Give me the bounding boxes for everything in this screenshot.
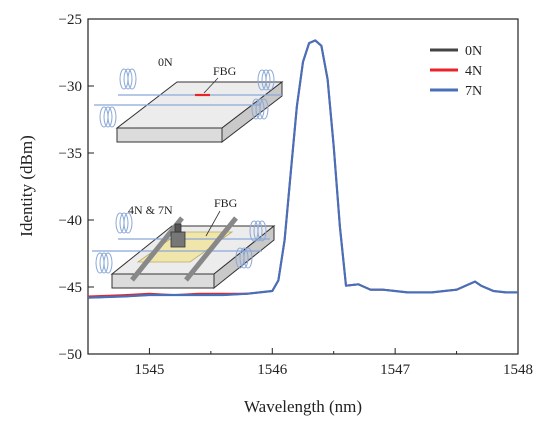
inset-top-fbg-pointer [203,77,219,94]
inset-top-plate-front [116,127,223,143]
inset-top-diagram: 0N FBG [94,55,284,144]
inset-bottom-rod-left [130,216,184,282]
inset-bottom-fbg-pointer [205,210,221,237]
legend-label-4n: 4N [465,64,482,79]
legend-label-7n: 7N [465,84,482,99]
y-tick-label: −50 [59,347,82,363]
inset-bottom-weight-knob [174,223,182,233]
y-tick-label: −40 [59,213,82,229]
x-tick-label: 1548 [503,362,533,378]
inset-bottom-rod-right [184,216,238,282]
series-lines [87,39,518,299]
y-tick-label: −35 [59,146,82,162]
inset-bottom-plate-front [111,273,215,289]
inset-bottom-diagram: 4N & 7N FBG [92,196,276,290]
inset-bottom-coil-right-upper [249,220,267,242]
x-tick-label: 1546 [257,362,288,378]
y-axis-title: Identity (dBm) [17,135,36,237]
x-tick-label: 1547 [380,362,411,378]
inset-top-fbg-label: FBG [213,64,237,78]
inset-top-coil-right-lower [251,98,269,120]
plot-frame [87,18,519,355]
axis-tick-labels: 1545 1546 1547 1548 −25 −30 −35 −40 −45 −50 [59,12,533,378]
series-line-7n [87,39,518,299]
x-tick-label: 1545 [134,362,164,378]
inset-bottom-coil-left-lower [95,252,113,274]
inset-top-coil-left-lower [99,106,117,128]
inset-bottom-fbg-label: FBG [214,196,238,210]
y-tick-label: −45 [59,280,82,296]
x-axis-title: Wavelength (nm) [244,397,362,416]
inset-bottom-coil-right-lower [235,247,253,269]
legend: 0N 4N 7N [430,44,482,99]
y-tick-label: −30 [59,79,82,95]
axis-ticks [87,18,519,355]
legend-label-0n: 0N [465,44,482,59]
inset-top-load-label: 0N [158,55,173,69]
inset-bottom-load-label: 4N & 7N [128,203,173,217]
inset-bottom-weight [170,231,186,248]
inset-top-coil-left-upper [119,68,137,90]
inset-top-coil-right-upper [257,69,275,91]
inset-bottom-coil-left-upper [115,212,133,234]
y-tick-label: −25 [59,12,82,28]
